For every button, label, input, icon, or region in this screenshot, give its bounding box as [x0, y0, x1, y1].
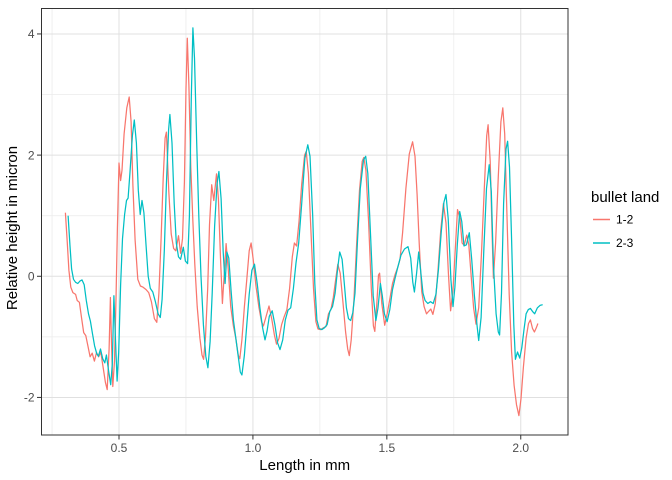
y-tick-label: 0 [28, 270, 35, 284]
x-tick-label: 0.5 [111, 441, 128, 455]
y-tick-label: 2 [28, 148, 35, 162]
legend-title: bullet land [591, 189, 659, 206]
series-line-1-2 [64, 37, 539, 417]
x-tick-label: 1.0 [245, 441, 262, 455]
series-lines [64, 27, 543, 417]
legend-item-2-3: 2-3 [593, 236, 634, 250]
x-tick-label: 2.0 [512, 441, 529, 455]
axis-ticks [37, 33, 522, 440]
panel-border [41, 8, 569, 436]
y-tick-label: -2 [24, 391, 35, 405]
legend-item-1-2: 1-2 [593, 213, 634, 227]
x-axis-title: Length in mm [259, 457, 350, 474]
axis-tick-labels: 0.5 1.0 1.5 2.0 -2 0 2 4 [24, 27, 530, 455]
legend-label-1-2: 1-2 [616, 213, 634, 227]
x-tick-label: 1.5 [378, 441, 395, 455]
legend-label-2-3: 2-3 [616, 236, 634, 250]
y-axis-title: Relative height in micron [4, 146, 21, 310]
y-tick-label: 4 [28, 27, 35, 41]
series-line-2-3 [67, 27, 543, 386]
legend: bullet land 1-2 2-3 [591, 189, 659, 250]
plot-panel [41, 8, 568, 435]
